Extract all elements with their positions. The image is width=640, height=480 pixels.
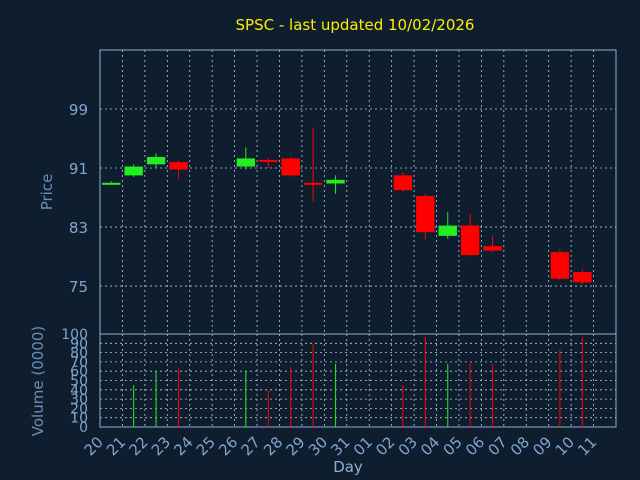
volume-tick-label: 60 — [70, 364, 88, 380]
candle-body — [483, 246, 502, 251]
candle-body — [460, 225, 480, 256]
candle-body — [326, 179, 345, 184]
volume-tick-label: 90 — [70, 336, 88, 352]
candle-body — [259, 159, 278, 162]
candle-body — [550, 252, 570, 279]
volume-panel-frame — [99, 333, 617, 428]
volume-tick-label: 10 — [70, 411, 88, 427]
candle-body — [236, 158, 256, 167]
volume-tick-label: 20 — [70, 401, 88, 417]
candle-body — [102, 182, 121, 185]
price-tick-label: 99 — [69, 101, 88, 119]
volume-tick-label: 30 — [70, 392, 88, 408]
price-grid — [100, 50, 616, 334]
x-tick-label: 11 — [574, 433, 600, 459]
price-tick-label: 91 — [69, 160, 88, 178]
volume-tick-label: 0 — [79, 420, 88, 436]
candle-body — [438, 225, 457, 236]
candle-body — [573, 272, 592, 283]
x-axis-label: Day — [333, 458, 363, 476]
volume-tick-label: 70 — [70, 355, 88, 371]
price-axis-label: Price — [38, 174, 56, 211]
chart-title: SPSC - last updated 10/02/2026 — [236, 16, 475, 34]
candle-body — [281, 158, 300, 176]
price-panel-frame — [99, 49, 617, 335]
price-tick-label: 75 — [69, 278, 88, 296]
candle-body — [393, 175, 413, 191]
candle-body — [146, 156, 166, 165]
volume-tick-label: 50 — [70, 374, 88, 390]
price-y-ticks: 75 83 91 99 — [69, 101, 88, 296]
volume-tick-label: 80 — [70, 346, 88, 362]
candle-body — [303, 182, 323, 185]
volume-bars — [133, 336, 583, 427]
x-ticks: 2021222324252627282930310102030405060708… — [81, 433, 601, 459]
volume-axis-label: Volume (0000) — [29, 326, 47, 436]
price-tick-label: 83 — [69, 219, 88, 237]
volume-tick-label: 40 — [70, 383, 88, 399]
volume-grid — [100, 334, 616, 427]
candle-body — [169, 162, 188, 170]
candle-body — [124, 166, 143, 176]
candle-body — [416, 196, 435, 233]
volume-tick-label: 100 — [61, 327, 88, 343]
candles — [102, 127, 592, 285]
